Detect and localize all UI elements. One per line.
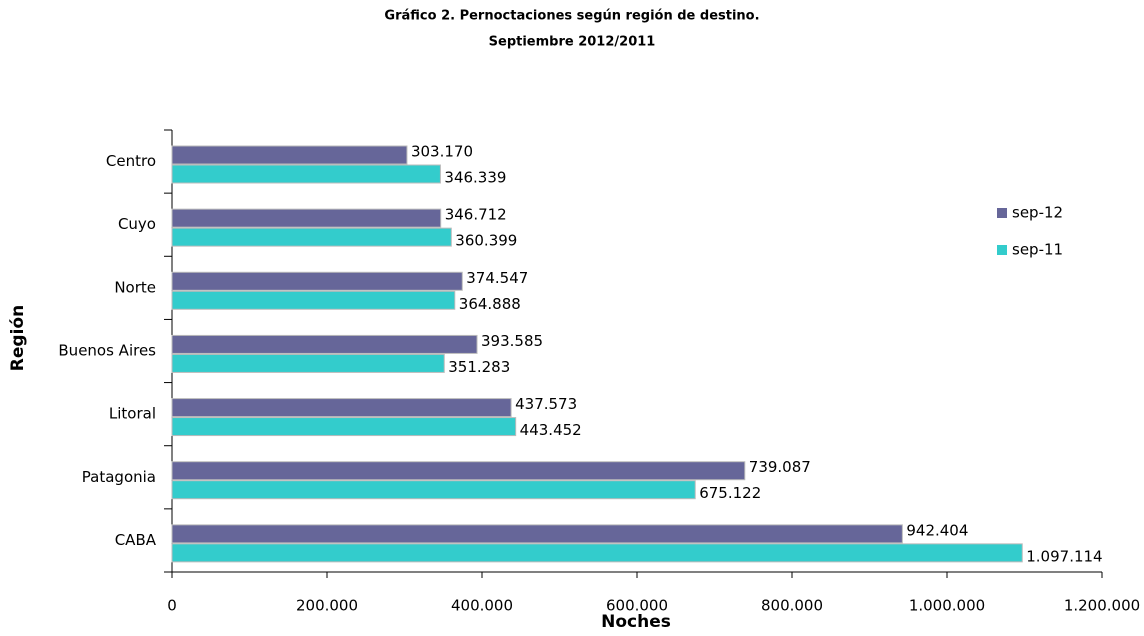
- legend-swatch: [997, 245, 1007, 255]
- bar: [171, 398, 512, 418]
- bar: [171, 334, 478, 354]
- x-tick-label: 1.000.000: [909, 597, 985, 615]
- bar: [171, 461, 746, 481]
- bar: [171, 271, 463, 291]
- value-label: 351.283: [448, 358, 510, 376]
- value-label: 374.547: [466, 269, 528, 287]
- bar: [171, 290, 456, 310]
- legend-swatch: [997, 208, 1007, 218]
- value-label: 346.712: [445, 206, 507, 224]
- bar: [171, 227, 452, 247]
- bar: [171, 480, 696, 500]
- chart-subtitle: Septiembre 2012/2011: [489, 35, 656, 50]
- bar: [171, 164, 441, 184]
- bar: [171, 353, 445, 373]
- value-label: 942.404: [906, 521, 968, 539]
- x-tick-label: 1.200.000: [1064, 597, 1140, 615]
- value-label: 739.087: [749, 458, 811, 476]
- x-axis-title: Noches: [601, 612, 671, 632]
- value-label: 1.097.114: [1026, 547, 1102, 565]
- value-label: 393.585: [481, 332, 543, 350]
- bar: [171, 417, 517, 437]
- value-label: 360.399: [455, 232, 517, 250]
- x-tick-label: 200.000: [296, 597, 358, 615]
- y-tick-label: Patagonia: [82, 468, 156, 486]
- x-tick-label: 600.000: [606, 597, 668, 615]
- y-tick-label: Litoral: [109, 405, 156, 423]
- x-tick-label: 400.000: [451, 597, 513, 615]
- value-label: 346.339: [444, 169, 506, 187]
- y-tick-label: Norte: [114, 278, 156, 296]
- x-tick-label: 800.000: [761, 597, 823, 615]
- legend-label: sep-12: [1012, 204, 1063, 222]
- y-tick-label: CABA: [115, 531, 157, 549]
- value-label: 303.170: [411, 143, 473, 161]
- bar: [171, 145, 408, 165]
- bar: [171, 208, 442, 228]
- value-label: 443.452: [520, 421, 582, 439]
- value-label: 437.573: [515, 395, 577, 413]
- value-label: 675.122: [699, 484, 761, 502]
- y-tick-label: Buenos Aires: [58, 342, 156, 360]
- value-label: 364.888: [459, 295, 521, 313]
- bar: [171, 524, 903, 544]
- y-tick-label: Cuyo: [118, 215, 156, 233]
- legend-label: sep-11: [1012, 241, 1063, 259]
- y-tick-label: Centro: [106, 152, 156, 170]
- y-axis-title: Región: [8, 305, 28, 371]
- x-tick-label: 0: [167, 597, 177, 615]
- bar: [171, 543, 1023, 563]
- chart-title: Gráfico 2. Pernoctaciones según región d…: [384, 9, 759, 24]
